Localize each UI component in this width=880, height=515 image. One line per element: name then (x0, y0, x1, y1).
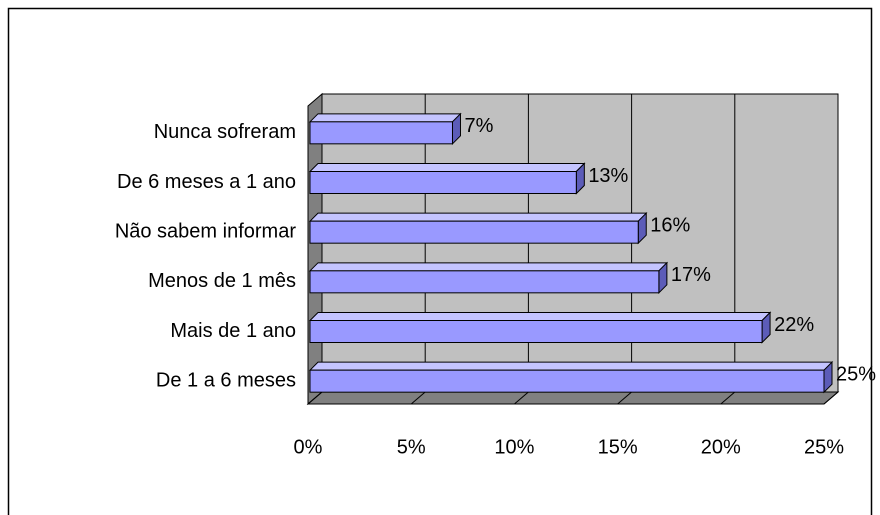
floor (306, 391, 840, 405)
bar-top (308, 212, 648, 222)
y-tick-label: Mais de 1 ano (170, 320, 296, 342)
bar (309, 171, 577, 194)
data-label: 25% (836, 363, 876, 385)
bar (309, 320, 763, 343)
data-label: 22% (774, 314, 814, 336)
x-tick (307, 391, 323, 405)
y-tick-label: Menos de 1 mês (148, 270, 296, 292)
x-tick-label: 20% (701, 436, 741, 458)
bar-top (308, 262, 669, 272)
data-label: 13% (588, 165, 628, 187)
bar-top (308, 163, 586, 172)
x-tick (720, 391, 736, 405)
x-tick-label: 5% (397, 436, 426, 458)
data-label: 17% (671, 264, 711, 286)
bar-top (308, 361, 834, 371)
bar (309, 270, 660, 294)
chart-frame (7, 7, 873, 515)
x-tick (823, 391, 839, 405)
bar-top (308, 113, 462, 123)
x-tick (410, 391, 426, 405)
data-label: 7% (464, 115, 493, 137)
y-tick-label: De 6 meses a 1 ano (117, 171, 296, 193)
bar (309, 220, 639, 244)
x-tick-label: 0% (294, 436, 323, 458)
bar (309, 121, 453, 145)
x-tick (514, 391, 529, 405)
x-tick-label: 25% (804, 436, 844, 458)
bar-top (308, 312, 772, 321)
bar (309, 369, 825, 393)
x-tick-label: 15% (598, 436, 638, 458)
y-tick-label: De 1 a 6 meses (156, 369, 296, 391)
x-tick (617, 391, 632, 405)
y-tick-label: Não sabem informar (115, 220, 297, 242)
y-tick-label: Nunca sofreram (154, 121, 296, 143)
x-tick-label: 10% (494, 436, 534, 458)
data-label: 16% (650, 214, 690, 236)
